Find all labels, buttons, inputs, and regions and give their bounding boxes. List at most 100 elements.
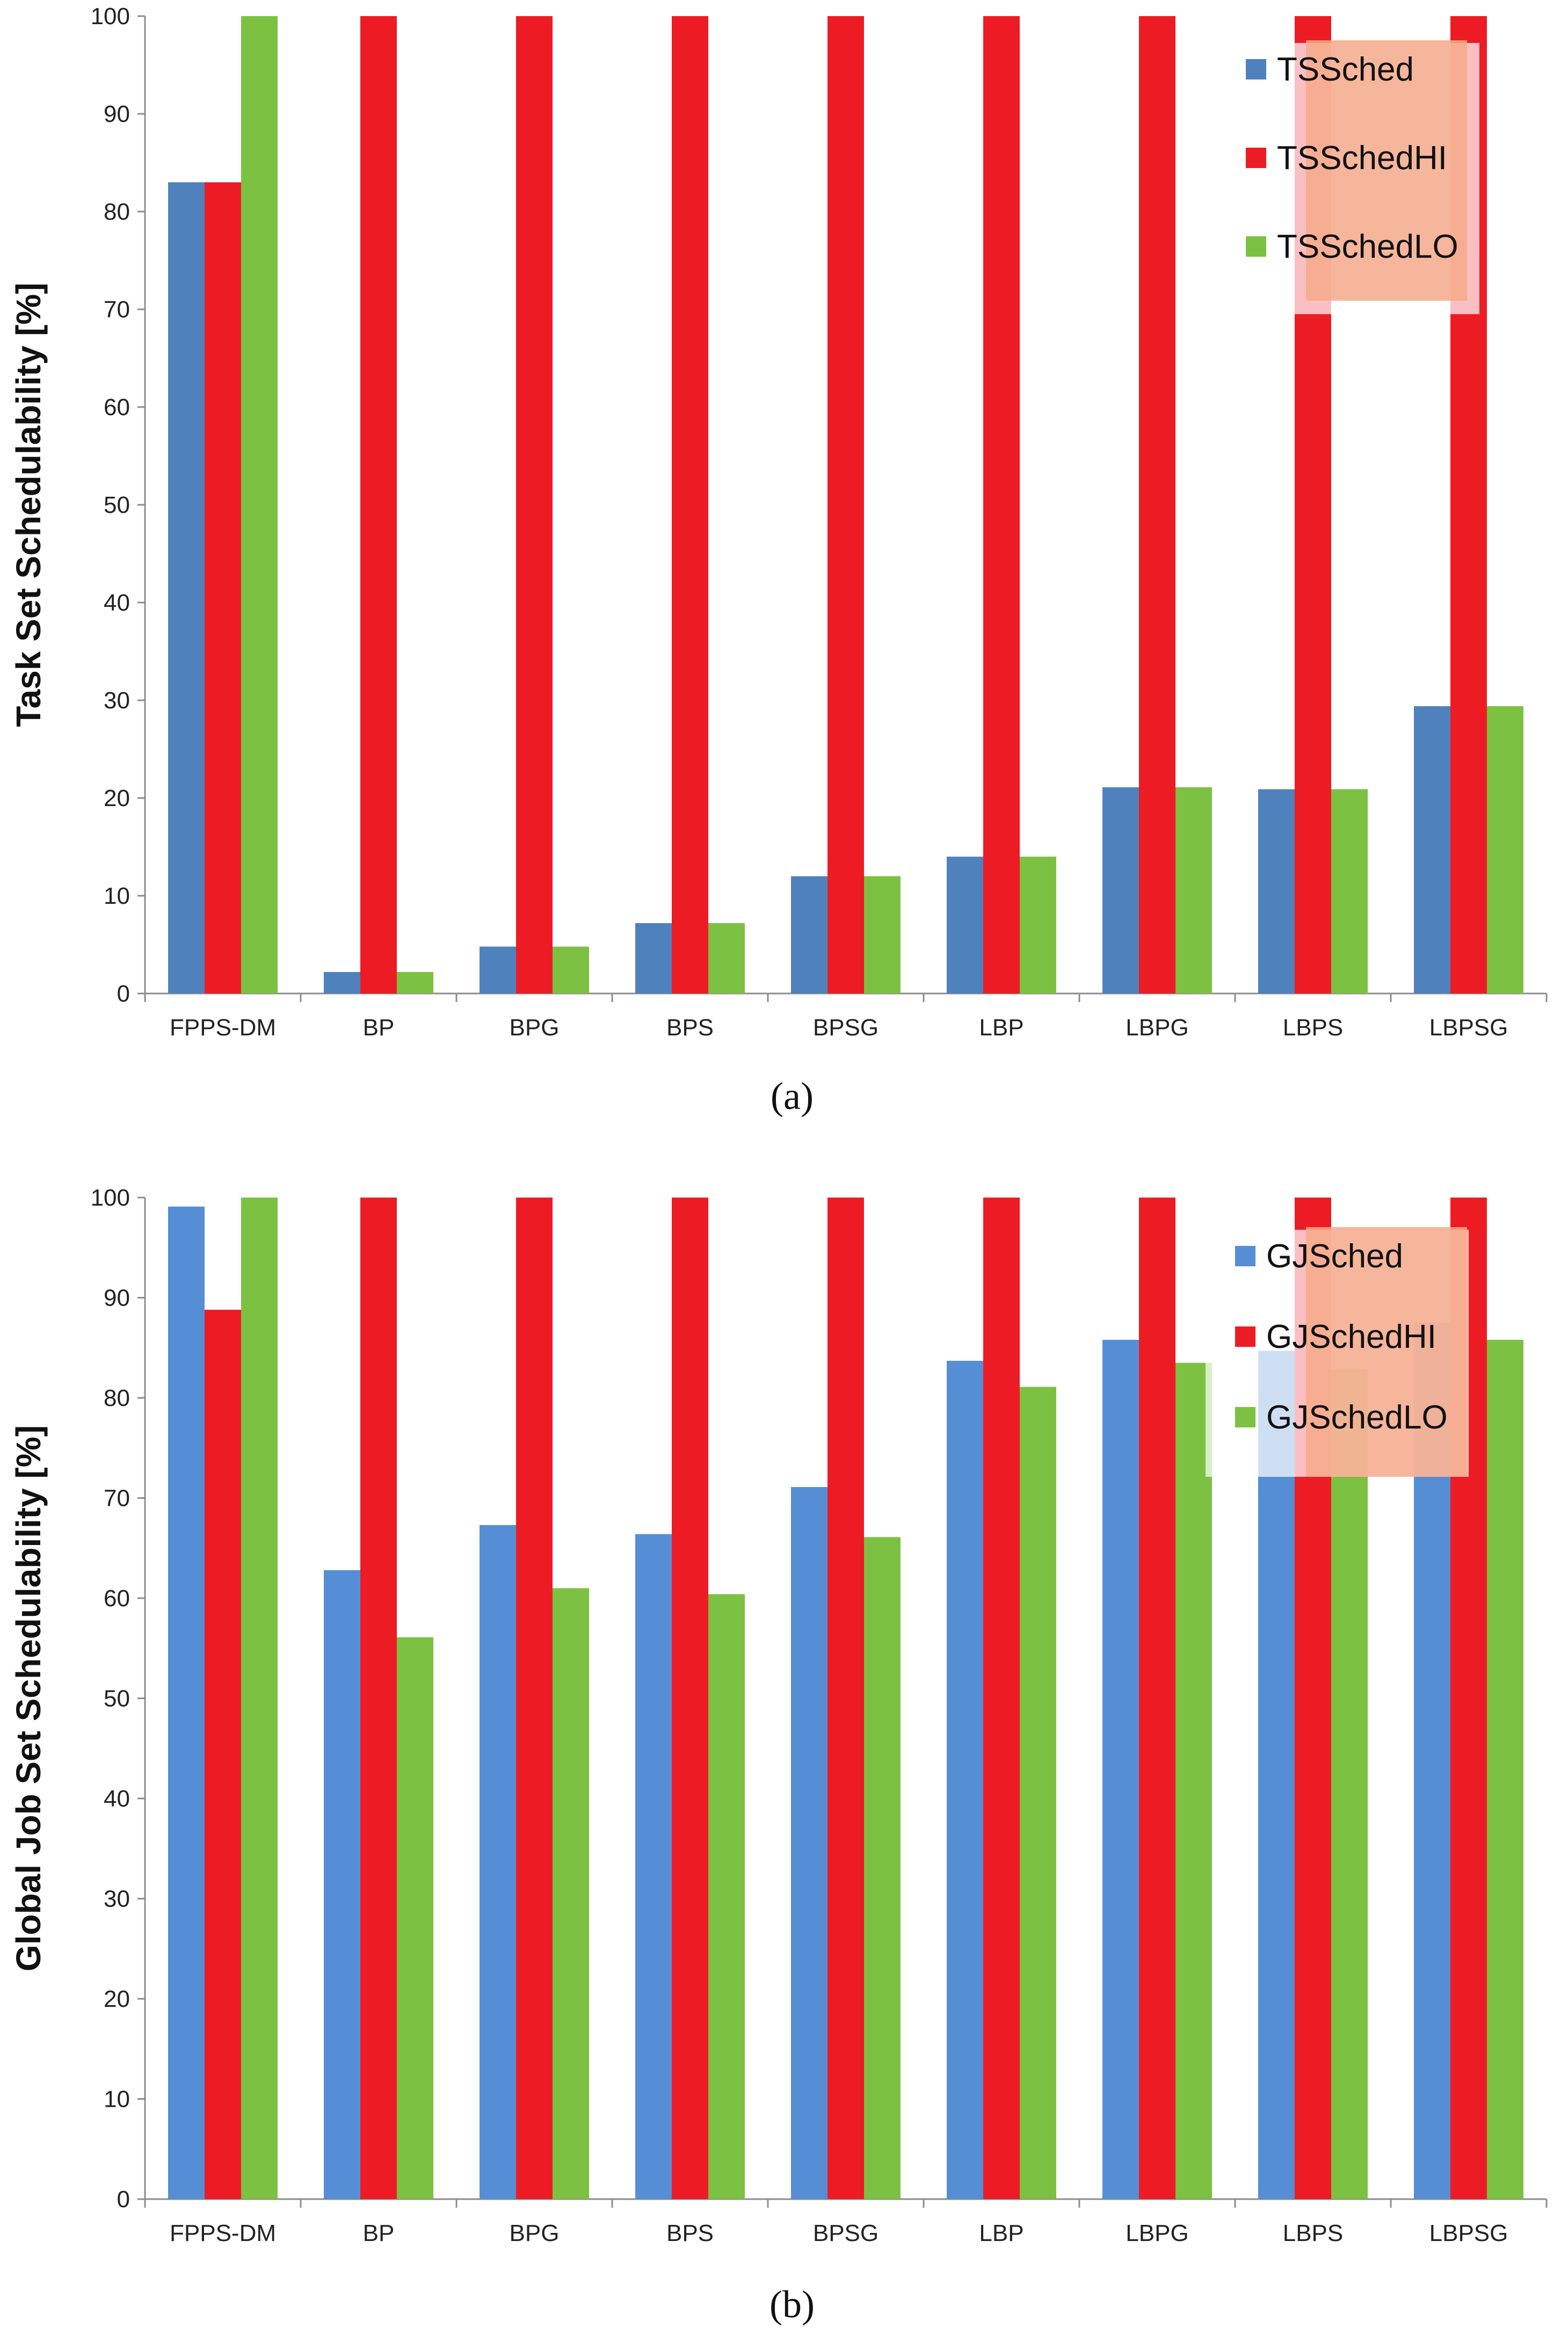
y-tick-label: 70: [104, 296, 130, 323]
bar-GJSchedLO-LBPG: [1175, 1362, 1212, 2199]
x-tick-label: BPSG: [813, 1014, 879, 1041]
bar-TSSchedHI-LBP: [983, 16, 1020, 993]
x-tick-label: LBPSG: [1429, 1014, 1508, 1041]
legend-label-TSSchedLO: TSSchedLO: [1277, 228, 1458, 265]
x-tick-label: BP: [363, 2220, 395, 2246]
bar-GJSched-LBPG: [1102, 1339, 1139, 2199]
bar-GJSchedLO-BPG: [553, 1588, 589, 2199]
legend-label-TSSched: TSSched: [1277, 51, 1414, 88]
legend-swatch-GJSchedHI: [1235, 1326, 1255, 1347]
chart-b: 0 10 20 30 40 50 60 70 80 90 100 FPPS-DM BP BPG BPS BPS…: [9, 1185, 1548, 2326]
y-tick-label: 0: [117, 981, 130, 1007]
y-tick-label: 100: [91, 1185, 130, 1211]
bar-GJSched-LBPS: [1258, 1351, 1295, 2199]
legend-swatch-GJSched: [1235, 1246, 1255, 1266]
bar-TSSchedLO-BPS: [708, 923, 745, 993]
y-tick-label: 100: [91, 3, 130, 30]
y-tick-label: 60: [104, 394, 130, 420]
legend-swatch-TSSchedHI: [1246, 148, 1266, 168]
legend-highlight: [1306, 1227, 1467, 1477]
y-axis-label: Global Job Set Schedulability [%]: [9, 1425, 48, 1971]
y-tick-label: 20: [104, 1986, 130, 2012]
bar-TSSched-BP: [324, 971, 360, 993]
x-tick-label: LBP: [979, 2220, 1023, 2246]
y-tick-label: 30: [104, 687, 130, 714]
legend-swatch-TSSchedLO: [1246, 236, 1266, 257]
legend-label-GJSchedLO: GJSchedLO: [1266, 1399, 1448, 1436]
bar-TSSched-LBPG: [1102, 787, 1139, 993]
bar-GJSchedHI-LBPG: [1139, 1198, 1175, 2199]
bar-TSSchedLO-LBPG: [1175, 787, 1212, 993]
legend: GJSched GJSchedHI GJSchedLO: [1206, 1227, 1469, 1477]
bar-TSSched-BPSG: [791, 876, 827, 993]
x-tick-label: LBP: [979, 1014, 1023, 1041]
y-axis-label: Task Set Schedulability [%]: [9, 282, 48, 727]
bar-GJSched-BP: [324, 1570, 360, 2199]
y-tick-label: 70: [104, 1485, 130, 1512]
bar-GJSchedHI-BPG: [516, 1198, 553, 2199]
bar-TSSchedLO-BPG: [553, 946, 589, 993]
bar-TSSchedHI-BPS: [672, 16, 708, 993]
bar-GJSched-FPPS-DM: [168, 1206, 205, 2199]
x-tick-label: FPPS-DM: [170, 2220, 276, 2246]
bar-TSSched-FPPS-DM: [168, 182, 205, 993]
x-tick-label: LBPS: [1283, 1014, 1344, 1041]
legend-label-TSSchedHI: TSSchedHI: [1277, 140, 1447, 177]
bar-TSSched-LBP: [947, 857, 983, 993]
bar-TSSchedHI-BPSG: [827, 16, 864, 993]
bar-TSSchedLO-LBPS: [1331, 789, 1368, 993]
bar-GJSchedHI-BP: [360, 1198, 397, 2199]
bar-GJSchedLO-LBPS: [1331, 1368, 1368, 2199]
x-tick-label: LBPSG: [1429, 2220, 1508, 2246]
y-tick-label: 50: [104, 492, 130, 518]
legend-swatch-GJSchedLO: [1235, 1407, 1255, 1427]
bar-TSSched-BPG: [480, 946, 516, 993]
bar-GJSched-LBP: [947, 1360, 983, 2199]
x-tick-label: LBPG: [1126, 1014, 1188, 1041]
y-tick-label: 20: [104, 785, 130, 811]
legend: TSSched TSSchedHI TSSchedLO: [1216, 40, 1479, 314]
x-tick-label: LBPG: [1126, 2220, 1188, 2246]
bar-GJSchedHI-BPS: [672, 1198, 708, 2199]
bar-TSSchedLO-BPSG: [864, 876, 901, 993]
bar-TSSchedLO-FPPS-DM: [241, 16, 278, 993]
bar-TSSched-LBPS: [1258, 789, 1295, 993]
caption: (a): [771, 1075, 814, 1118]
bar-TSSchedHI-LBPG: [1139, 16, 1175, 993]
x-tick-label: BPS: [666, 1014, 714, 1041]
bar-GJSched-BPG: [480, 1525, 516, 2199]
bar-TSSchedLO-LBPSG: [1487, 706, 1523, 993]
x-tick-label: LBPS: [1283, 2220, 1344, 2246]
x-tick-label: FPPS-DM: [170, 1014, 276, 1041]
x-tick-label: BPG: [510, 1014, 560, 1041]
legend-swatch-TSSched: [1246, 59, 1266, 79]
bar-GJSchedLO-LBP: [1020, 1387, 1056, 2199]
y-tick-label: 40: [104, 590, 130, 616]
bar-TSSchedHI-FPPS-DM: [205, 182, 241, 993]
y-tick-label: 80: [104, 199, 130, 225]
bar-GJSchedLO-BPS: [708, 1594, 745, 2199]
bar-TSSched-BPS: [635, 923, 672, 993]
bar-GJSchedLO-LBPSG: [1487, 1339, 1523, 2199]
x-tick-label: BPS: [666, 2220, 714, 2246]
bar-TSSched-LBPSG: [1414, 706, 1450, 993]
y-tick-label: 60: [104, 1585, 130, 1612]
bar-GJSched-BPSG: [791, 1486, 827, 2199]
y-tick-label: 0: [117, 2186, 130, 2213]
bar-TSSchedLO-LBP: [1020, 857, 1056, 993]
bar-GJSchedHI-BPSG: [827, 1198, 864, 2199]
y-tick-label: 90: [104, 1285, 130, 1311]
bar-GJSched-BPS: [635, 1534, 672, 2199]
x-tick-label: BPG: [510, 2220, 560, 2246]
legend-highlight: [1306, 40, 1467, 301]
bar-GJSchedLO-BP: [397, 1637, 433, 2199]
bar-TSSchedHI-BP: [360, 16, 397, 993]
x-tick-label: BPSG: [813, 2220, 879, 2246]
x-tick-label: BP: [363, 1014, 395, 1041]
y-tick-label: 30: [104, 1886, 130, 1912]
y-tick-label: 10: [104, 883, 130, 909]
y-tick-label: 10: [104, 2086, 130, 2113]
legend-label-GJSchedHI: GJSchedHI: [1266, 1318, 1436, 1355]
bar-GJSchedLO-BPSG: [864, 1537, 901, 2199]
